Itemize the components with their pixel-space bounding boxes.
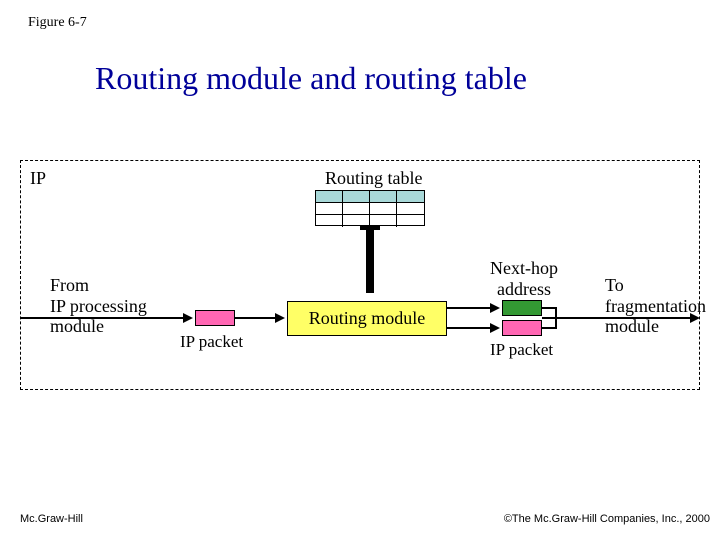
arrow-to-nexthop [447, 307, 492, 309]
routing-table-icon [315, 190, 425, 226]
routing-module-box: Routing module [287, 301, 447, 336]
ip-label: IP [30, 168, 46, 189]
diagram-container: IP Routing table From IP processing modu… [20, 160, 700, 390]
next-hop-label: Next-hop address [490, 258, 558, 299]
arrow-to-module [235, 317, 277, 319]
figure-label: Figure 6-7 [28, 15, 87, 31]
to-label: To fragmentation module [605, 275, 706, 337]
ip-packet-2-label: IP packet [490, 340, 553, 360]
arrowhead-3 [490, 303, 500, 313]
merge-top [542, 307, 556, 309]
ip-packet-in-box [195, 310, 235, 326]
from-label: From IP processing module [50, 275, 147, 337]
page-title: Routing module and routing table [95, 60, 527, 97]
footer-left: Mc.Graw-Hill [20, 513, 83, 525]
routing-table-label: Routing table [325, 168, 423, 189]
ip-packet-out-box [502, 320, 542, 336]
merge-vertical [555, 307, 557, 329]
arrow-from-processing [20, 317, 185, 319]
ip-packet-1-label: IP packet [180, 332, 243, 352]
arrowhead-2 [275, 313, 285, 323]
merge-bottom [542, 327, 556, 329]
arrow-to-ippacket2 [447, 327, 492, 329]
next-hop-box [502, 300, 542, 316]
arrowhead-4 [490, 323, 500, 333]
footer-right: ©The Mc.Graw-Hill Companies, Inc., 2000 [504, 513, 710, 525]
arrowhead-1 [183, 313, 193, 323]
table-connector [366, 228, 374, 293]
